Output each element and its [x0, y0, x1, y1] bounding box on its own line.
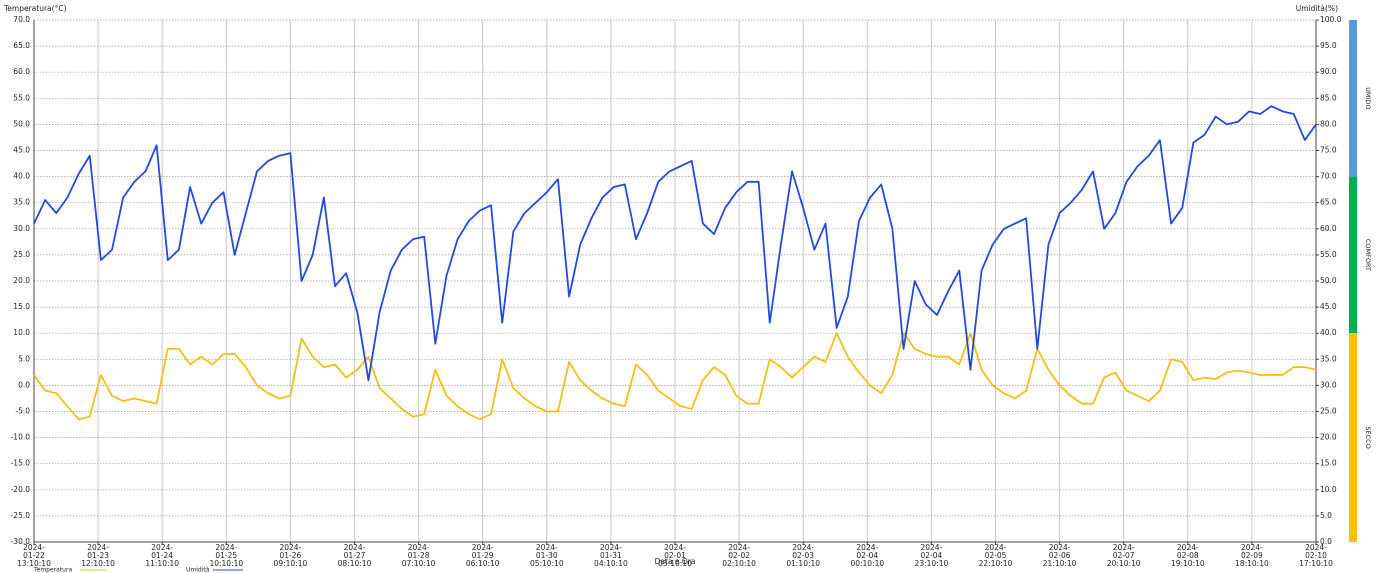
- y-tick-label: 0.0: [18, 380, 30, 389]
- y-tick-label: -20.0: [11, 485, 31, 494]
- y2-tick-label: 45.0: [1320, 302, 1337, 311]
- x-tick-label: 2024-01-25 10:10:10: [209, 543, 244, 568]
- x-tick-label: 2024-01-24 11:10:10: [145, 543, 180, 568]
- x-tick-label: 2024-02-05 22:10:10: [978, 543, 1013, 568]
- y2-tick-label: 90.0: [1320, 67, 1337, 76]
- x-tick-label: 2024-01-27 08:10:10: [337, 543, 372, 568]
- y2-tick-label: 20.0: [1320, 433, 1337, 442]
- y-tick-label: 25.0: [13, 250, 30, 259]
- x-tick-label: 2024-01-31 04:10:10: [594, 543, 628, 568]
- y2-tick-label: 40.0: [1320, 328, 1337, 337]
- y2-tick-label: 15.0: [1320, 459, 1337, 468]
- y2-tick-label: 70.0: [1320, 172, 1337, 181]
- x-tick-label: 2024-01-22 13:10:10: [17, 543, 51, 568]
- x-tick-label: 2024-02-04 00:10:10: [850, 543, 885, 568]
- y2-tick-label: 5.0: [1320, 511, 1332, 520]
- y-tick-label: 45.0: [13, 146, 30, 155]
- zone-label: SECCO: [1364, 426, 1372, 448]
- x-tick-label: 2024-01-26 09:10:10: [273, 543, 308, 568]
- y-tick-label: 50.0: [13, 119, 30, 128]
- y-tick-label: -30.0: [11, 537, 31, 546]
- x-tick-label: 2024-02-08 19:10:10: [1170, 543, 1205, 568]
- zone-band: [1349, 333, 1357, 542]
- y2-tick-label: 35.0: [1320, 354, 1337, 363]
- y-tick-label: 20.0: [13, 276, 30, 285]
- series-line: [33, 105, 1317, 382]
- y2-tick-label: 80.0: [1320, 119, 1337, 128]
- y-tick-label: -15.0: [11, 459, 31, 468]
- x-tick-label: 2024-02-02 02:10:10: [722, 543, 756, 568]
- y2-tick-label: 55.0: [1320, 250, 1337, 259]
- x-tick-label: 2024-02-01 03:10:10: [658, 543, 692, 568]
- x-tick-label: 2024-02-07 20:10:10: [1106, 543, 1141, 568]
- x-tick-label: 2024-01-23 12:10:10: [81, 543, 115, 568]
- x-tick-label: 2024-02-03 01:10:10: [786, 543, 821, 568]
- y2-tick-label: 85.0: [1320, 93, 1337, 102]
- y-tick-label: 60.0: [13, 67, 30, 76]
- y-tick-label: 10.0: [13, 328, 30, 337]
- y2-tick-label: 10.0: [1320, 485, 1337, 494]
- y-tick-label: 55.0: [13, 93, 30, 102]
- y-tick-label: 70.0: [13, 15, 30, 24]
- zone-label: COMFORT: [1364, 239, 1372, 271]
- zone-band: [1349, 20, 1357, 177]
- y2-tick-label: 75.0: [1320, 146, 1337, 155]
- y2-tick-label: 30.0: [1320, 380, 1337, 389]
- x-tick-label: 2024-02-04 23:10:10: [914, 543, 949, 568]
- x-tick-label: 2024-02-06 21:10:10: [1042, 543, 1077, 568]
- x-axis-title: Data e Ora: [655, 557, 696, 566]
- y-tick-label: 15.0: [13, 302, 30, 311]
- y-tick-label: -10.0: [11, 433, 31, 442]
- y2-tick-label: 100.0: [1320, 15, 1342, 24]
- y-tick-label: 30.0: [13, 224, 30, 233]
- x-tick-label: 2024-01-29 06:10:10: [465, 543, 500, 568]
- zone-band: [1349, 176, 1357, 334]
- x-tick-label: 2024-01-30 05:10:10: [529, 543, 564, 568]
- y2-axis-title: Umidità(%): [1296, 4, 1338, 13]
- y-axis-title: Temperatura(°C): [3, 4, 67, 13]
- y2-tick-label: 50.0: [1320, 276, 1337, 285]
- y-tick-label: 5.0: [18, 354, 30, 363]
- y2-tick-label: 65.0: [1320, 198, 1337, 207]
- y-tick-label: -5.0: [15, 407, 30, 416]
- y2-tick-label: 95.0: [1320, 41, 1337, 50]
- y-tick-label: 65.0: [13, 41, 30, 50]
- y-tick-label: 35.0: [13, 198, 30, 207]
- legend-label: Umidità: [186, 567, 210, 573]
- zone-label: UMIDO: [1364, 87, 1372, 109]
- x-tick-label: 2024-02-10 17:10:10: [1299, 543, 1333, 568]
- x-tick-label: 2024-01-28 07:10:10: [401, 543, 436, 568]
- y2-tick-label: 60.0: [1320, 224, 1337, 233]
- y-tick-label: 40.0: [13, 172, 30, 181]
- legend-label: Temperatura: [33, 567, 72, 573]
- y-tick-label: -25.0: [11, 511, 31, 520]
- x-tick-label: 2024-02-09 18:10:10: [1235, 543, 1269, 568]
- y2-tick-label: 0.0: [1320, 537, 1332, 546]
- y2-tick-label: 25.0: [1320, 407, 1337, 416]
- series-line: [33, 332, 1317, 421]
